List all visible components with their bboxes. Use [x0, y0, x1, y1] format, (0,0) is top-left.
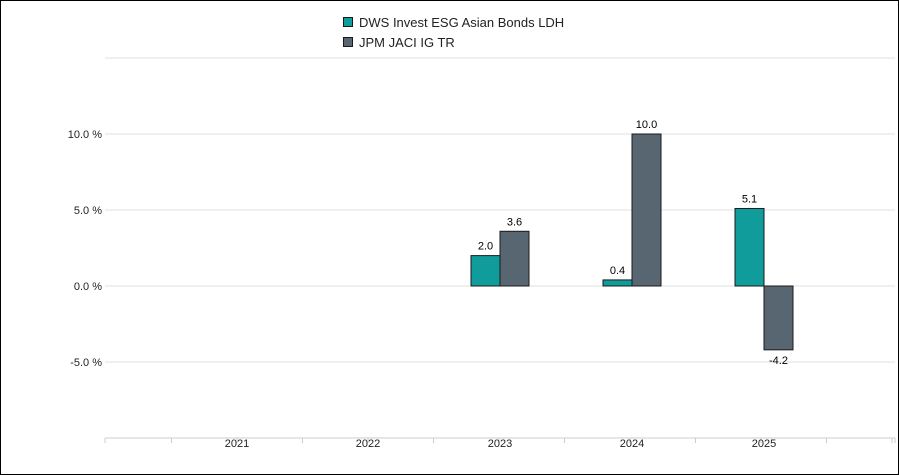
bar-jpm-2023[interactable]: [499, 230, 530, 287]
x-tick-label: 2025: [752, 438, 776, 450]
x-tick-label: 2023: [488, 438, 512, 450]
data-label: 2.0: [478, 241, 493, 253]
data-label: 3.6: [507, 216, 522, 228]
data-labels: 2.0 3.6 0.4 10.0 5.1 -4.2: [478, 119, 788, 367]
bars: [470, 133, 794, 351]
legend-swatch-jpm: [343, 37, 353, 47]
y-axis-tick-labels: 10.0 % 5.0 % 0.0 % -5.0 %: [68, 129, 102, 369]
chart-legend: DWS Invest ESG Asian Bonds LDH JPM JACI …: [343, 12, 564, 52]
y-tick-label: -5.0 %: [70, 357, 102, 369]
data-label: 0.4: [610, 265, 625, 277]
legend-label-dws: DWS Invest ESG Asian Bonds LDH: [359, 14, 565, 30]
bar-dws-2023[interactable]: [470, 255, 501, 287]
legend-swatch-dws: [343, 17, 353, 27]
data-label: 5.1: [742, 193, 757, 205]
legend-item-jpm[interactable]: JPM JACI IG TR: [343, 32, 564, 52]
legend-label-jpm: JPM JACI IG TR: [359, 34, 455, 50]
y-tick-label: 5.0 %: [74, 205, 102, 217]
x-tick-label: 2024: [620, 438, 644, 450]
bar-dws-2024[interactable]: [602, 279, 633, 287]
data-label: -4.2: [769, 355, 788, 367]
legend-item-dws[interactable]: DWS Invest ESG Asian Bonds LDH: [343, 12, 564, 32]
bar-dws-2025[interactable]: [734, 207, 765, 287]
x-tick-label: 2022: [356, 438, 380, 450]
bar-jpm-2024[interactable]: [631, 133, 662, 287]
x-axis: 2021 2022 2023 2024 2025: [104, 437, 896, 450]
y-tick-label: 10.0 %: [68, 129, 102, 141]
x-tick-label: 2021: [225, 438, 249, 450]
bar-jpm-2025[interactable]: [763, 285, 794, 351]
data-label: 10.0: [636, 119, 657, 131]
y-tick-label: 0.0 %: [74, 281, 102, 293]
